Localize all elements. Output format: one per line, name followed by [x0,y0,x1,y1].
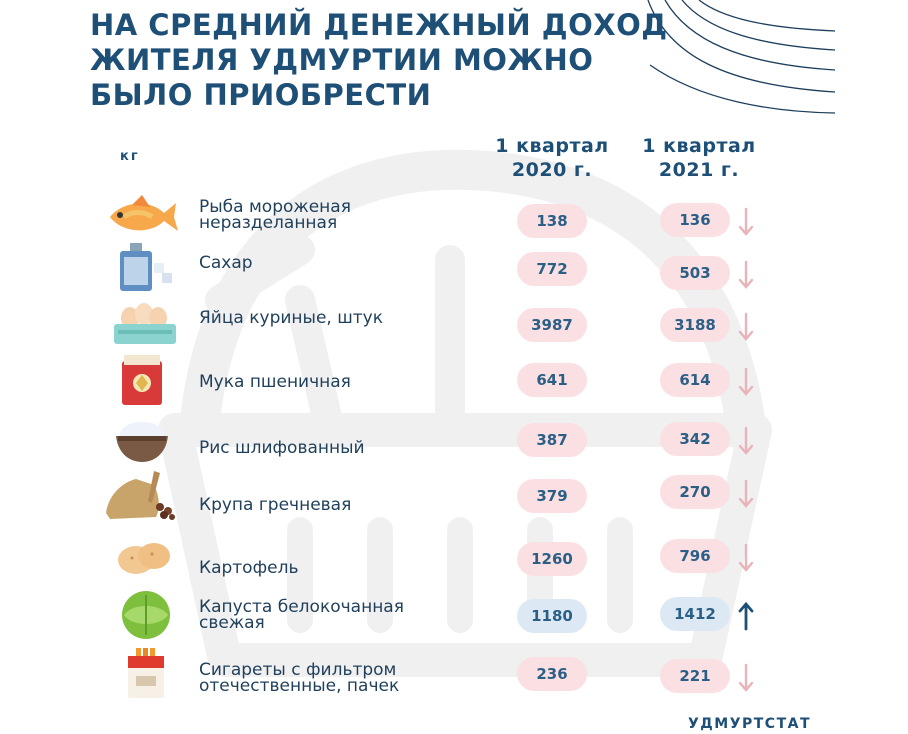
value-2021: 136 [660,203,730,237]
value-2020: 641 [517,363,587,397]
row-label: Яйца куриные, штук [199,308,384,328]
row-label-line: отечественные, пачек [199,676,400,696]
arrow-down-icon [738,260,754,294]
title-line: БЫЛО ПРИОБРЕСТИ [90,78,432,112]
arrow-down-icon [738,426,754,460]
arrow-down-icon [738,207,754,241]
sugar-jar-icon [102,243,182,299]
value-2021: 1412 [660,597,730,631]
row-label-line: Яйца куриные, штук [199,308,384,328]
value-2020: 1180 [517,599,587,633]
arrow-down-icon [738,312,754,346]
table-row: Рыба мороженая неразделанная 138 136 [0,191,908,247]
cigarette-pack-icon [102,648,182,704]
value-2021: 614 [660,363,730,397]
value-2020: 3987 [517,308,587,342]
value-2021: 3188 [660,308,730,342]
value-2021: 270 [660,475,730,509]
table-row: Капуста белокочанная свежая 1180 1412 [0,589,908,645]
column-header-line: 1 квартал [495,135,609,157]
table-row: Яйца куриные, штук 3987 3188 [0,298,908,354]
title-line: ЖИТЕЛЯ УДМУРТИИ МОЖНО [90,43,594,77]
fish-icon [102,191,182,247]
value-2021: 221 [660,659,730,693]
arrow-up-icon [738,601,754,635]
rice-bowl-icon [102,414,182,470]
value-2020: 379 [517,479,587,513]
row-label: Картофель [199,558,299,578]
table-row: Сигареты с фильтром отечественные, пачек 2… [0,648,908,704]
row-label-line: неразделанная [199,213,338,233]
row-label: Сигареты с фильтром отечественные, пачек [199,660,400,696]
row-label: Капуста белокочанная свежая [199,597,404,633]
corner-lines-icon [647,0,836,114]
value-2021: 796 [660,539,730,573]
eggs-tray-icon [102,298,182,354]
value-2020: 1260 [517,542,587,576]
row-label-line: Сахар [199,253,253,273]
arrow-down-icon [738,543,754,577]
arrow-down-icon [738,479,754,513]
value-2020: 236 [517,657,587,691]
value-2020: 138 [517,204,587,238]
flour-bag-icon [102,355,182,411]
row-label-line: Крупа гречневая [199,495,352,515]
table-row: Картофель 1260 796 [0,530,908,586]
buckwheat-sack-icon [102,469,182,525]
table-row: Крупа гречневая 379 270 [0,469,908,525]
column-header-line: 2020 г. [511,159,593,181]
column-header-line: 2021 г. [658,159,740,181]
title-line: НА СРЕДНИЙ ДЕНЕЖНЫЙ ДОХОД [90,8,668,42]
column-header-2020: 1 квартал 2020 г. [477,134,627,182]
row-label-line: Мука пшеничная [199,372,351,392]
column-header-line: 1 квартал [642,135,756,157]
potato-icon [102,530,182,586]
table-row: Мука пшеничная 641 614 [0,355,908,411]
value-2020: 387 [517,423,587,457]
row-label: Сахар [199,253,253,273]
value-2021: 503 [660,256,730,290]
cabbage-icon [102,589,182,645]
row-label-line: Капуста белокочанная [199,597,404,617]
chart-title: НА СРЕДНИЙ ДЕНЕЖНЫЙ ДОХОД ЖИТЕЛЯ УДМУРТИ… [90,8,668,113]
source-label: УДМУРТСТАТ [688,716,812,732]
arrow-down-icon [738,367,754,401]
row-label-line: Сигареты с фильтром [199,660,397,680]
row-label-line: Рис шлифованный [199,438,365,458]
row-label-line: Рыба мороженая [199,197,351,217]
column-header-2021: 1 квартал 2021 г. [624,134,774,182]
row-label: Мука пшеничная [199,372,351,392]
unit-label: кг [120,149,140,164]
row-label-line: свежая [199,613,265,633]
table-row: Рис шлифованный 387 342 [0,414,908,470]
row-label-line: Картофель [199,558,299,578]
value-2020: 772 [517,252,587,286]
row-label: Рыба мороженая неразделанная [199,197,351,233]
table-row: Сахар 772 503 [0,243,908,299]
value-2021: 342 [660,422,730,456]
row-label: Крупа гречневая [199,495,352,515]
arrow-down-icon [738,663,754,697]
row-label: Рис шлифованный [199,438,365,458]
